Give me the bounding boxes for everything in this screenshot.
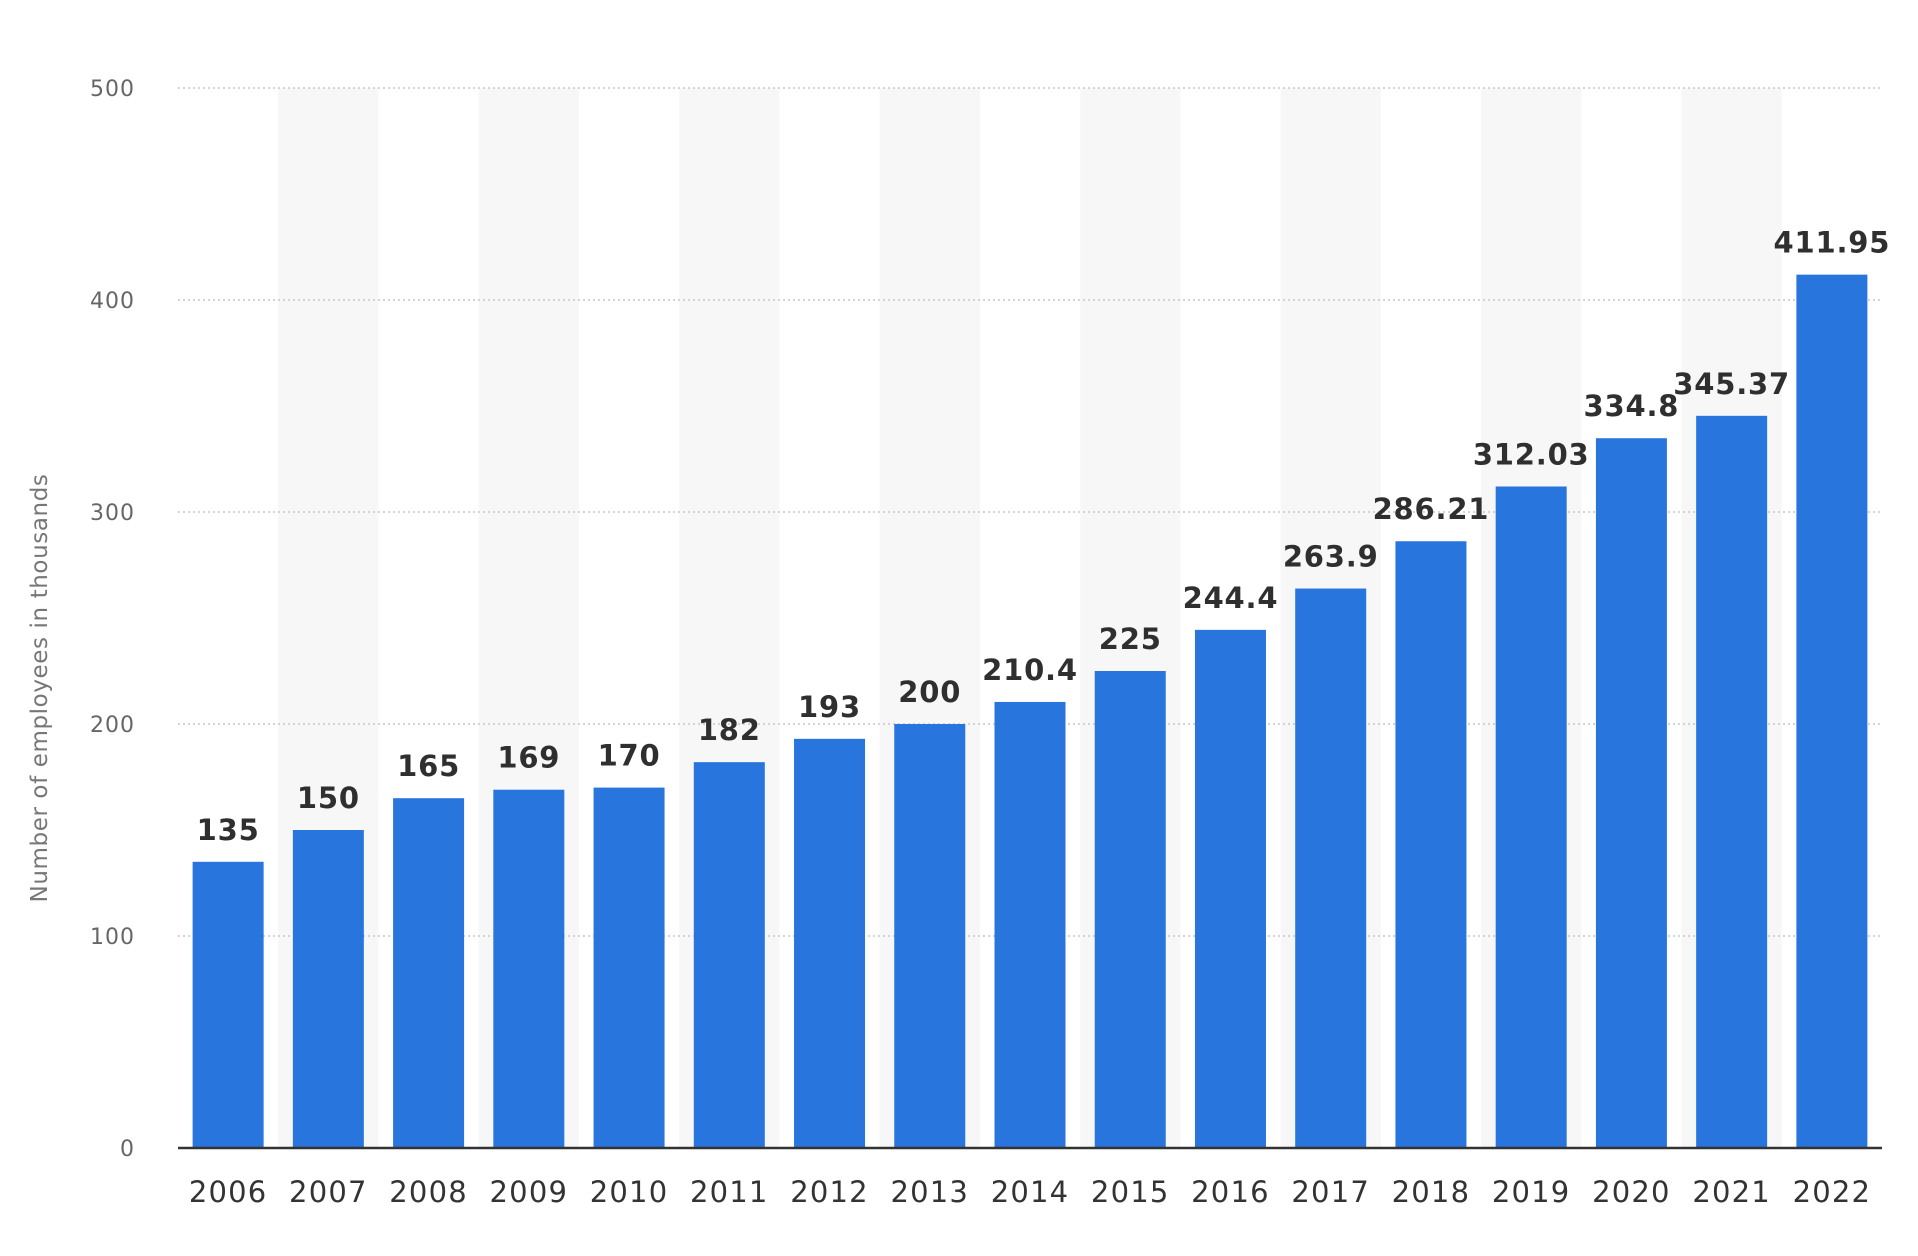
data-label: 312.03 — [1473, 437, 1590, 471]
data-label: 334.8 — [1584, 389, 1680, 423]
y-tick-label: 200 — [90, 713, 135, 738]
data-label: 169 — [497, 741, 560, 775]
x-tick-label: 2015 — [1091, 1175, 1170, 1209]
y-tick-label: 300 — [90, 501, 135, 526]
data-label: 411.95 — [1774, 226, 1891, 260]
x-tick-label: 2020 — [1592, 1175, 1671, 1209]
bar — [1495, 486, 1567, 1148]
data-label: 244.4 — [1183, 581, 1279, 615]
x-tick-label: 2021 — [1692, 1175, 1771, 1209]
bar — [393, 798, 465, 1148]
x-tick-label: 2022 — [1793, 1175, 1872, 1209]
bar — [292, 830, 364, 1148]
y-tick-label: 400 — [90, 289, 135, 314]
x-tick-label: 2012 — [790, 1175, 869, 1209]
data-label: 345.37 — [1673, 367, 1790, 401]
bar — [1094, 671, 1166, 1148]
bar — [1395, 541, 1467, 1148]
data-label: 182 — [698, 713, 761, 747]
bar — [693, 762, 765, 1148]
y-axis-title: Number of employees in thousands — [27, 474, 53, 903]
y-tick-label: 500 — [90, 77, 135, 102]
x-tick-label: 2018 — [1392, 1175, 1471, 1209]
x-axis-labels: 2006 2007 2008 2009 2010 2011 2012 2013 2014 2015… — [189, 1175, 1872, 1209]
data-label: 135 — [197, 813, 260, 847]
bar — [1696, 415, 1768, 1148]
bar — [192, 861, 264, 1148]
data-label: 150 — [297, 781, 360, 815]
data-label: 165 — [397, 749, 460, 783]
bar — [994, 701, 1066, 1148]
bar — [1796, 274, 1868, 1148]
y-tick-label: 100 — [90, 925, 135, 950]
x-tick-label: 2008 — [389, 1175, 468, 1209]
bar — [493, 789, 565, 1148]
x-tick-label: 2016 — [1191, 1175, 1270, 1209]
y-tick-label: 0 — [120, 1137, 135, 1162]
bar — [1595, 438, 1667, 1148]
x-tick-label: 2019 — [1492, 1175, 1571, 1209]
bar — [1194, 629, 1266, 1148]
bar — [593, 787, 665, 1148]
data-label: 200 — [898, 675, 961, 709]
x-tick-label: 2017 — [1291, 1175, 1370, 1209]
data-label: 210.4 — [982, 653, 1078, 687]
x-tick-label: 2011 — [690, 1175, 769, 1209]
data-label: 286.21 — [1373, 492, 1490, 526]
data-label: 170 — [598, 739, 661, 773]
x-tick-label: 2010 — [590, 1175, 669, 1209]
bar — [894, 724, 966, 1148]
bar — [1295, 588, 1367, 1148]
x-tick-label: 2013 — [890, 1175, 969, 1209]
data-label: 193 — [798, 690, 861, 724]
x-tick-label: 2009 — [490, 1175, 569, 1209]
y-axis-ticks: 0 100 200 300 400 500 — [90, 77, 135, 1162]
x-tick-label: 2014 — [991, 1175, 1070, 1209]
bars — [192, 274, 1868, 1148]
data-label: 263.9 — [1283, 540, 1379, 574]
bar — [794, 738, 866, 1148]
x-tick-label: 2006 — [189, 1175, 268, 1209]
data-label: 225 — [1099, 622, 1162, 656]
data-labels: 135 150 165 169 170 182 193 200 210.4 225 244.4263… — [197, 226, 1891, 847]
x-tick-label: 2007 — [289, 1175, 368, 1209]
